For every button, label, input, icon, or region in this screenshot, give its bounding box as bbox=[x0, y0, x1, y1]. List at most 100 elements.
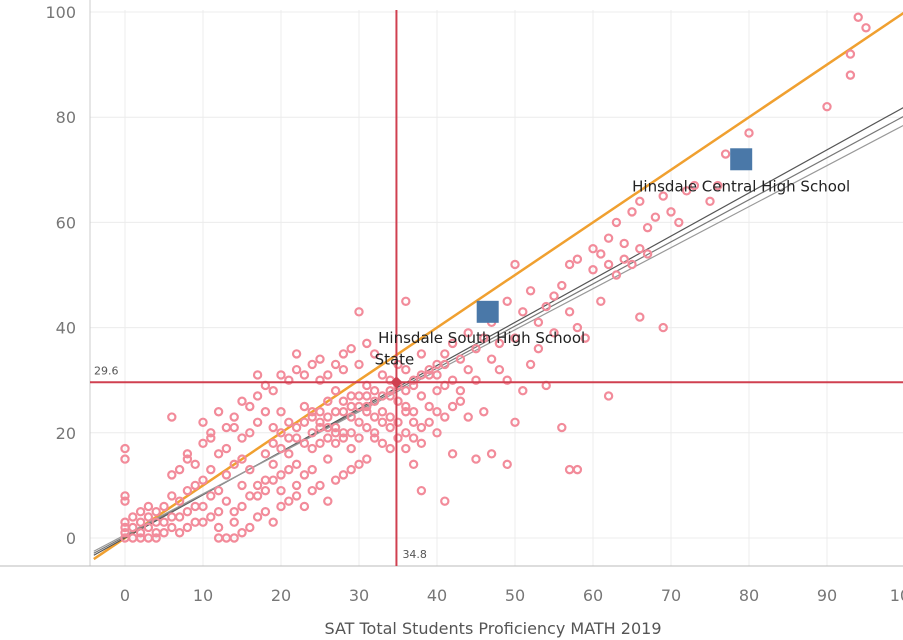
data-point bbox=[713, 180, 723, 191]
x-axis-title: SAT Total Students Proficiency MATH 2019 bbox=[324, 619, 661, 638]
data-points bbox=[120, 12, 871, 543]
data-point bbox=[299, 417, 310, 427]
data-point bbox=[135, 517, 146, 527]
data-point bbox=[330, 407, 341, 417]
data-point bbox=[174, 496, 185, 506]
data-point bbox=[533, 343, 544, 354]
data-point bbox=[284, 496, 294, 506]
data-point bbox=[416, 422, 427, 433]
data-point bbox=[229, 422, 239, 433]
data-point bbox=[182, 485, 193, 496]
data-point bbox=[206, 433, 216, 443]
data-point bbox=[338, 470, 349, 480]
data-point bbox=[323, 396, 333, 406]
data-point bbox=[174, 464, 185, 475]
data-point bbox=[245, 522, 255, 533]
data-point bbox=[159, 501, 169, 512]
data-point bbox=[237, 396, 247, 406]
data-point bbox=[369, 412, 380, 422]
data-point bbox=[159, 517, 169, 527]
highlighted-school-marker bbox=[476, 300, 499, 323]
data-point bbox=[323, 412, 333, 422]
data-point bbox=[229, 459, 239, 470]
data-point bbox=[260, 485, 271, 496]
x-tick-label: 10 bbox=[193, 586, 213, 605]
reference-label-y: 29.6 bbox=[94, 364, 119, 377]
data-point bbox=[447, 375, 458, 385]
data-point bbox=[229, 507, 239, 517]
data-point bbox=[362, 454, 372, 464]
data-point bbox=[463, 364, 473, 375]
data-point bbox=[658, 322, 668, 333]
data-point bbox=[307, 359, 317, 370]
data-point bbox=[190, 517, 200, 527]
data-point bbox=[455, 354, 466, 364]
data-point bbox=[393, 396, 403, 406]
data-point bbox=[338, 407, 349, 417]
data-point bbox=[362, 422, 372, 433]
data-point bbox=[291, 364, 302, 375]
data-point bbox=[525, 286, 536, 296]
data-point bbox=[330, 422, 341, 433]
data-point bbox=[198, 417, 208, 427]
data-point bbox=[143, 501, 154, 512]
data-point bbox=[393, 417, 403, 427]
data-point bbox=[323, 422, 333, 433]
data-point bbox=[822, 101, 832, 112]
x-tick-label: 80 bbox=[739, 586, 759, 605]
data-point bbox=[330, 386, 341, 396]
data-point bbox=[252, 480, 263, 491]
data-point bbox=[206, 491, 216, 501]
data-point bbox=[323, 454, 333, 464]
data-point bbox=[315, 438, 325, 449]
data-point bbox=[346, 464, 356, 475]
y-tick-label: 20 bbox=[56, 424, 76, 443]
data-point bbox=[268, 422, 278, 433]
data-point bbox=[276, 407, 286, 417]
data-point bbox=[424, 401, 434, 412]
data-point bbox=[486, 449, 497, 459]
data-point bbox=[666, 207, 676, 217]
data-point bbox=[401, 443, 411, 454]
data-point bbox=[221, 470, 232, 480]
data-point bbox=[572, 464, 583, 475]
data-point bbox=[471, 454, 481, 464]
data-point bbox=[432, 407, 442, 417]
data-point bbox=[416, 370, 427, 380]
data-point bbox=[182, 507, 193, 517]
data-point bbox=[510, 417, 520, 427]
data-point bbox=[120, 454, 130, 464]
data-point bbox=[167, 491, 177, 501]
data-point bbox=[377, 417, 388, 427]
data-point bbox=[377, 438, 388, 449]
data-point bbox=[276, 485, 286, 496]
data-point bbox=[369, 396, 380, 406]
data-point bbox=[128, 522, 138, 533]
data-point bbox=[245, 491, 255, 501]
data-point bbox=[681, 186, 692, 196]
data-point bbox=[221, 422, 232, 433]
data-point bbox=[190, 459, 200, 470]
data-point bbox=[276, 443, 286, 454]
data-point bbox=[416, 391, 427, 401]
data-point bbox=[440, 359, 450, 370]
data-point bbox=[440, 412, 450, 422]
data-point bbox=[432, 428, 442, 438]
data-point bbox=[252, 391, 263, 401]
x-tick-label: 40 bbox=[427, 586, 447, 605]
data-point bbox=[213, 507, 224, 517]
data-point bbox=[213, 407, 224, 417]
data-point bbox=[245, 464, 255, 475]
data-point bbox=[401, 428, 411, 438]
state-marker bbox=[390, 376, 403, 389]
data-point bbox=[268, 517, 278, 527]
data-point bbox=[401, 386, 411, 396]
data-point bbox=[213, 522, 224, 533]
data-point bbox=[182, 449, 193, 459]
data-point bbox=[237, 501, 247, 512]
data-point bbox=[284, 464, 294, 475]
x-tick-label: 20 bbox=[271, 586, 291, 605]
data-point bbox=[533, 317, 544, 328]
data-point bbox=[408, 407, 419, 417]
data-point bbox=[447, 449, 458, 459]
